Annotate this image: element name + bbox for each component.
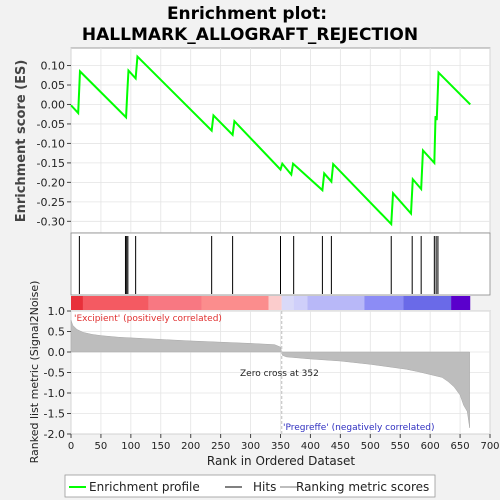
rank-colorbar xyxy=(71,296,471,310)
ranking-x-tick-label: 400 xyxy=(301,441,320,452)
ranking-x-tick-label: 250 xyxy=(211,441,230,452)
colorbar-segment xyxy=(71,296,83,310)
colorbar-segment xyxy=(451,296,471,310)
es-y-tick-label: -0.15 xyxy=(37,157,65,170)
ranking-gridlines xyxy=(70,310,491,435)
ranking-y-tick-label: -0.5 xyxy=(44,367,65,380)
legend-enrichment-label: Enrichment profile xyxy=(89,480,200,494)
negative-correlation-label: 'Pregreffe' (negatively correlated) xyxy=(283,423,435,433)
positive-correlation-label: 'Excipient' (positively correlated) xyxy=(74,314,222,324)
ranking-x-tick-label: 300 xyxy=(241,441,260,452)
hit-markers xyxy=(78,236,439,294)
chart-title-line-1: Enrichment plot: xyxy=(167,4,327,24)
ranking-y-ticks: 1.0 0.5 0.0 -0.5 -1.0 -1.5 -2.0 xyxy=(44,305,71,441)
es-y-tick-label: -0.05 xyxy=(37,118,65,131)
es-y-tick-label: 0.05 xyxy=(41,79,66,92)
ranking-y-tick-label: 0.5 xyxy=(48,326,66,339)
ranking-x-tick-label: 650 xyxy=(451,441,470,452)
legend-ranking-label: Ranking metric scores xyxy=(296,480,429,494)
colorbar-segment xyxy=(201,296,269,310)
ranking-x-tick-label: 450 xyxy=(331,441,350,452)
ranking-x-ticks: 0 50 100 150 200 250 300 350 400 450 500 550 600 650 7… xyxy=(68,434,500,452)
es-y-tick-label: -0.25 xyxy=(37,196,65,209)
es-y-tick-label: -0.10 xyxy=(37,137,65,150)
ranking-x-axis-label: Rank in Ordered Dataset xyxy=(207,454,355,468)
colorbar-segment xyxy=(281,296,294,310)
legend-box xyxy=(64,474,436,498)
colorbar-segment xyxy=(403,296,452,310)
legend-hits-label: Hits xyxy=(253,480,276,494)
ranking-x-tick-label: 150 xyxy=(151,441,170,452)
es-y-tick-label: 0.00 xyxy=(41,98,66,111)
ranking-x-tick-label: 600 xyxy=(421,441,440,452)
ranking-y-axis-label: Ranked list metric (Signal2Noise) xyxy=(28,281,41,464)
enrichment-profile-line xyxy=(70,54,471,227)
colorbar-segment xyxy=(307,296,365,310)
colorbar-segment xyxy=(364,296,404,310)
es-y-axis-label: Enrichment score (ES) xyxy=(14,60,29,223)
ranking-y-tick-label: -1.5 xyxy=(44,408,65,421)
colorbar-segment xyxy=(268,296,282,310)
colorbar-segment xyxy=(293,296,308,310)
colorbar-segment xyxy=(148,296,202,310)
colorbar-segment xyxy=(82,296,149,310)
zero-cross-label: Zero cross at 352 xyxy=(240,369,319,379)
ranking-x-tick-label: 100 xyxy=(121,441,140,452)
ranking-y-tick-label: -1.0 xyxy=(44,387,65,400)
es-y-tick-label: -0.20 xyxy=(37,176,65,189)
ranking-x-tick-label: 350 xyxy=(271,441,290,452)
es-gridlines xyxy=(70,48,491,233)
ranking-x-tick-label: 500 xyxy=(361,441,380,452)
ranking-x-tick-label: 550 xyxy=(391,441,410,452)
ranking-y-tick-label: -2.0 xyxy=(44,428,65,441)
es-y-tick-label: -0.30 xyxy=(37,215,65,228)
ranking-x-tick-label: 700 xyxy=(480,441,499,452)
es-y-tick-label: 0.10 xyxy=(41,60,66,73)
es-y-ticks: 0.10 0.05 0.00 -0.05 -0.10 -0.15 -0.20 -0.25 -0.… xyxy=(37,60,71,228)
ranking-x-tick-label: 0 xyxy=(68,441,74,452)
chart-title-line-2: HALLMARK_ALLOGRAFT_REJECTION xyxy=(82,25,418,45)
ranking-y-tick-label: 0.0 xyxy=(48,346,66,359)
ranking-x-tick-label: 200 xyxy=(181,441,200,452)
ranking-x-tick-label: 50 xyxy=(95,441,108,452)
ranking-metric-area xyxy=(70,319,470,428)
ranking-y-tick-label: 1.0 xyxy=(48,305,66,318)
